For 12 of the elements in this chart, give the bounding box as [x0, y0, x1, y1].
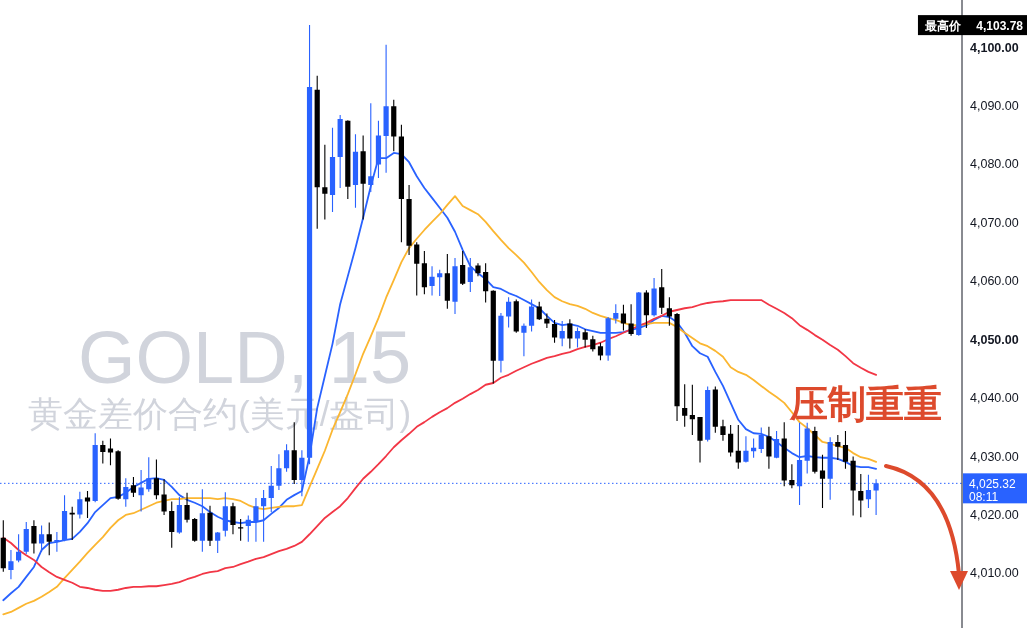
- y-tick-label: 4,060.00: [970, 274, 1019, 289]
- y-tick-label: 4,080.00: [970, 157, 1019, 172]
- y-tick-label: 4,010.00: [970, 566, 1019, 581]
- y-tick-label: 4,020.00: [970, 507, 1019, 522]
- y-tick-label: 4,070.00: [970, 215, 1019, 230]
- y-tick-label: 4,030.00: [970, 449, 1019, 464]
- annotation: 压制重重: [790, 383, 942, 425]
- annotation: 最高价 4,103.78: [917, 15, 1027, 36]
- y-tick-label: 4,090.00: [970, 99, 1019, 114]
- y-tick-label: 4,040.00: [970, 391, 1019, 406]
- y-tick-label: 4,050.00: [970, 332, 1019, 347]
- y-tick-label: 4,100.00: [970, 40, 1019, 55]
